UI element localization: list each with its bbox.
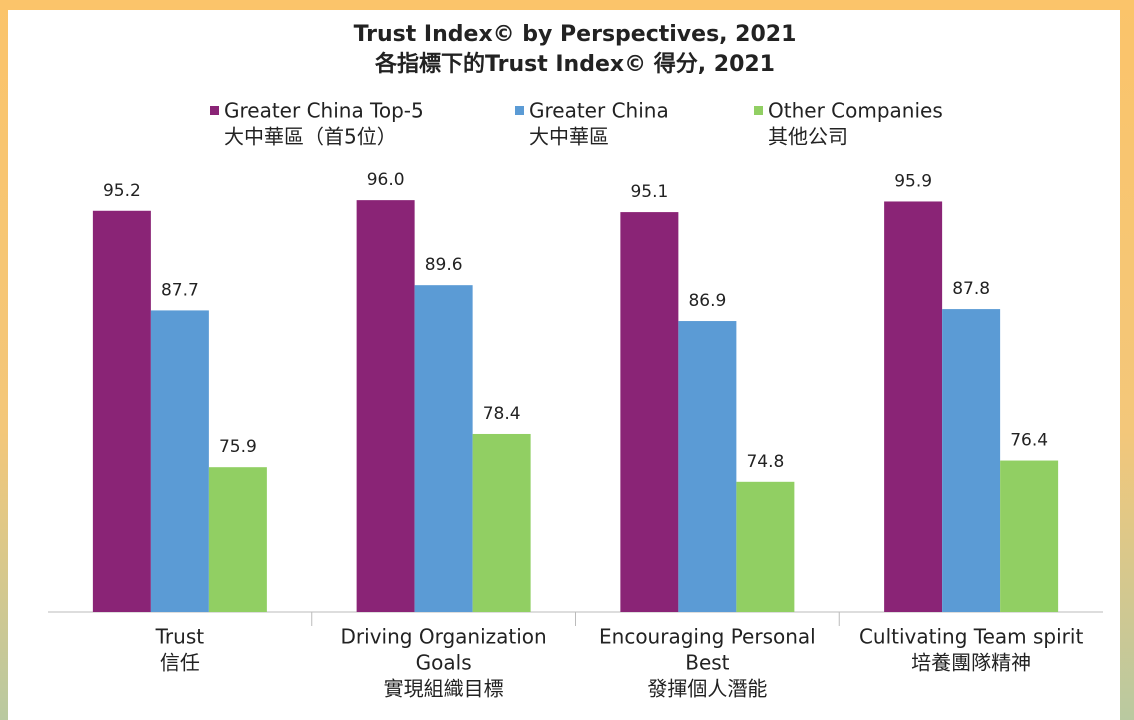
data-label: 95.2: [103, 181, 141, 201]
x-tick-label: Encouraging Personal: [599, 625, 816, 649]
legend-swatch: [754, 106, 763, 115]
data-label: 96.0: [367, 170, 405, 190]
data-label: 74.8: [746, 452, 784, 472]
legend-label: 大中華區: [529, 125, 609, 149]
x-tick-label: Best: [685, 651, 729, 675]
x-tick-label: Driving Organization: [341, 625, 547, 649]
bar: [620, 212, 679, 612]
data-label: 75.9: [219, 437, 257, 457]
data-label: 95.1: [630, 182, 668, 202]
data-label: 87.7: [161, 280, 199, 300]
bar: [1000, 460, 1059, 612]
bar: [208, 467, 267, 612]
bar: [92, 210, 151, 612]
x-tick-label: Goals: [416, 651, 472, 675]
legend-swatch: [210, 106, 219, 115]
data-label: 87.8: [952, 279, 990, 299]
legend-label: Greater China Top-5: [224, 99, 424, 123]
x-tick-label: 培養團隊精神: [911, 651, 1031, 675]
bar: [736, 481, 795, 612]
bar: [942, 309, 1001, 612]
bar: [356, 200, 415, 612]
x-tick-label: Trust: [155, 625, 205, 649]
x-tick-label: 實現組織目標: [384, 677, 504, 701]
bar: [678, 321, 737, 612]
chart-subtitle: 各指標下的Trust Index© 得分, 2021: [374, 51, 775, 77]
legend-label: Greater China: [529, 99, 669, 123]
x-tick-label: 發揮個人潛能: [647, 677, 767, 701]
data-label: 86.9: [688, 291, 726, 311]
x-tick-label: Cultivating Team spirit: [859, 625, 1083, 649]
chart-title: Trust Index© by Perspectives, 2021: [354, 22, 797, 47]
legend-label: 其他公司: [768, 125, 848, 149]
bar: [150, 310, 209, 612]
legend-swatch: [515, 106, 524, 115]
bar: [884, 201, 943, 612]
data-label: 89.6: [425, 255, 463, 275]
bar: [414, 285, 473, 612]
legend-label: 大中華區（首5位）: [224, 125, 397, 149]
data-label: 95.9: [894, 171, 932, 191]
data-label: 78.4: [483, 404, 521, 424]
legend-label: Other Companies: [768, 99, 943, 123]
x-tick-label: 信任: [160, 651, 200, 675]
bar: [472, 433, 531, 612]
data-label: 76.4: [1010, 431, 1048, 451]
